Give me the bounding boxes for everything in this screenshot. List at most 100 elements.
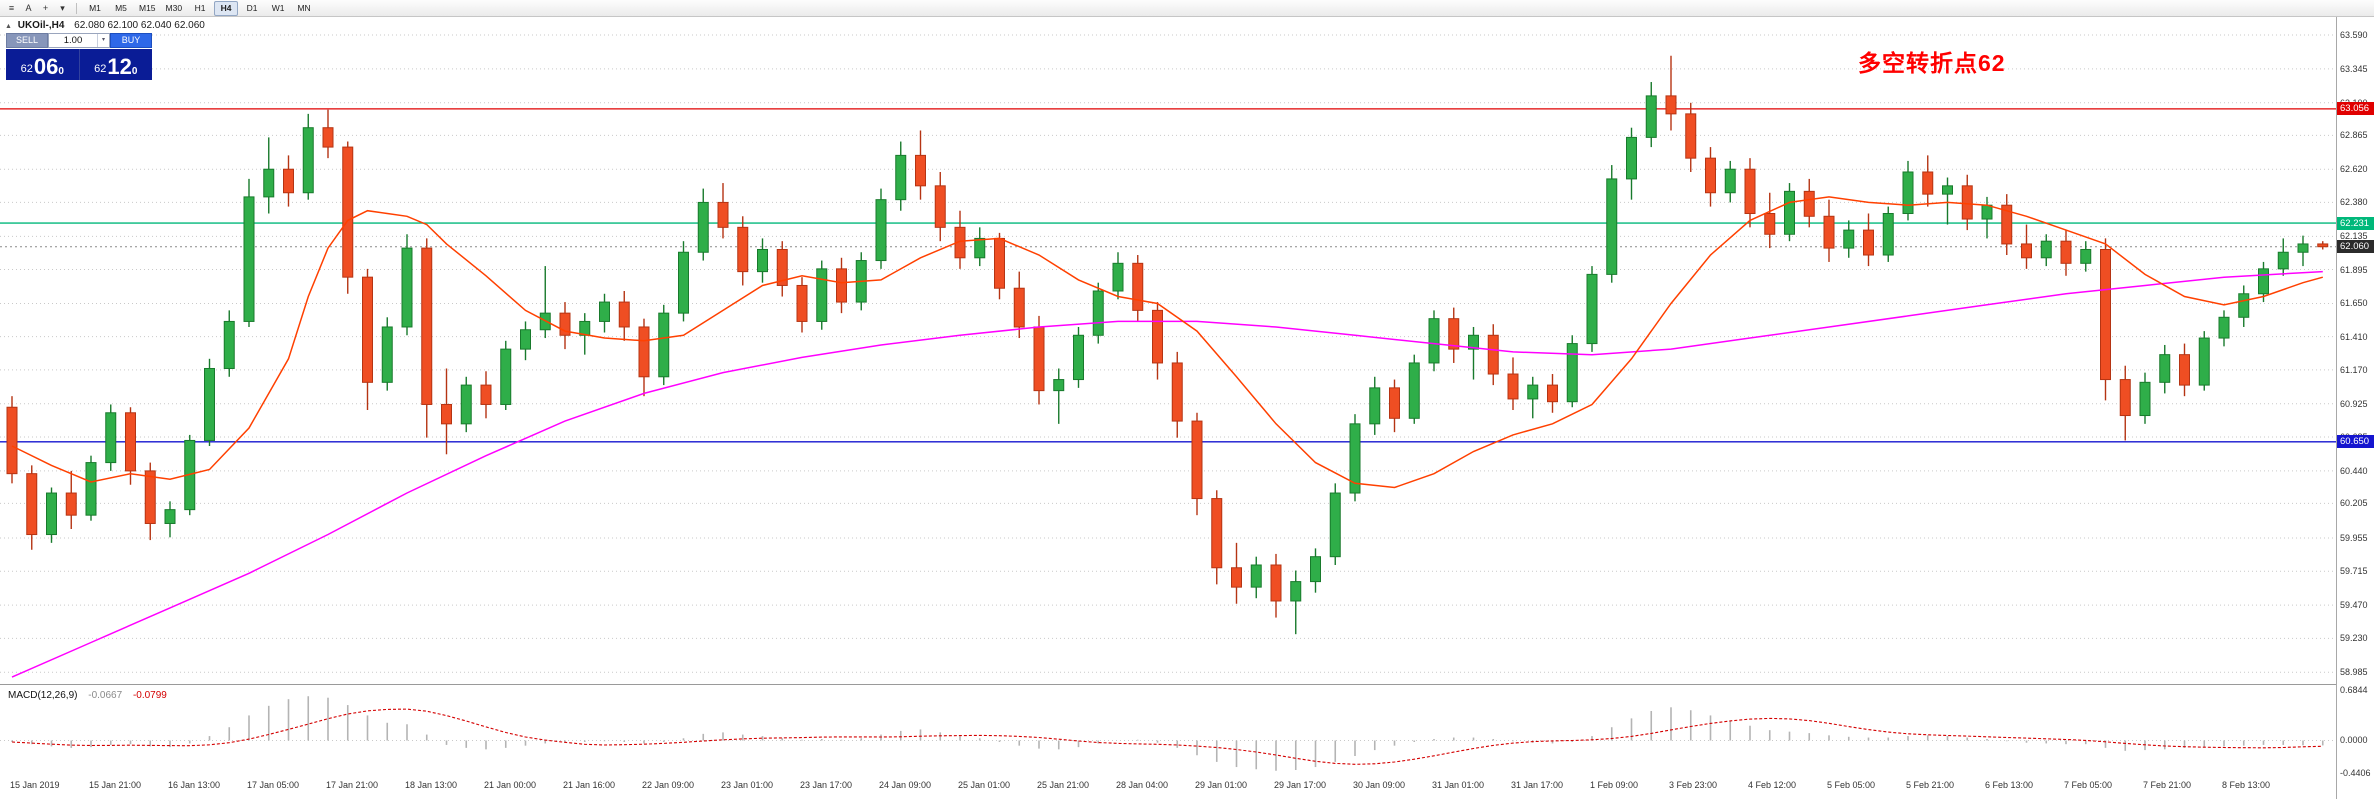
candle-body [618, 301, 630, 328]
candle-body [342, 146, 354, 278]
candle-body [1448, 318, 1460, 350]
price-axis[interactable]: 63.59063.34563.10062.86562.62062.38062.1… [2336, 17, 2374, 799]
candle-body [1863, 229, 1874, 256]
time-axis-label: 18 Jan 13:00 [405, 780, 458, 790]
price-tag: 62.060 [2337, 240, 2374, 254]
candle-body [1092, 290, 1104, 336]
timeframe-button-m1[interactable]: M1 [89, 2, 101, 13]
time-axis-label: 24 Jan 09:00 [879, 780, 932, 790]
time-axis-label: 5 Feb 05:00 [1827, 780, 1876, 790]
candle-body [2119, 379, 2131, 417]
crosshair-tool-icon[interactable]: + [42, 2, 49, 13]
price-axis-label: 60.925 [2340, 398, 2368, 409]
candle-body [1112, 262, 1124, 292]
candle-body [1665, 95, 1677, 115]
candle-body [875, 199, 887, 262]
candle-body [1428, 318, 1440, 364]
time-axis-label: 25 Jan 21:00 [1037, 780, 1090, 790]
time-axis-label: 15 Jan 21:00 [89, 780, 142, 790]
timeframe-button-m15[interactable]: M15 [139, 2, 156, 13]
candle-body [480, 384, 492, 405]
candle-body [2040, 240, 2052, 259]
time-axis-label: 3 Feb 23:00 [1669, 780, 1718, 790]
candle-body [1250, 564, 1262, 588]
timeframe-button-m5[interactable]: M5 [115, 2, 127, 13]
time-axis[interactable]: 15 Jan 2019 15 Jan 21:00 16 Jan 13:00 17 Ja… [0, 776, 2336, 799]
candle-body [1645, 95, 1657, 138]
candle-body [1803, 190, 1815, 217]
candle-body [697, 201, 709, 253]
candle-body [2001, 204, 2013, 245]
volume-dropdown-arrow-icon[interactable]: ▾ [97, 34, 109, 47]
chevron-down-icon[interactable]: ▾ [60, 2, 65, 13]
toolbar-separator [76, 2, 77, 14]
time-axis-label: 17 Jan 21:00 [326, 780, 379, 790]
one-click-collapse-icon[interactable]: ▲ [5, 23, 12, 30]
candle-body [105, 412, 117, 464]
candle-body [1685, 113, 1697, 159]
candle-body [1942, 185, 1953, 195]
candle-body [994, 237, 1005, 289]
ohlc-values: 62.080 62.100 62.040 62.060 [74, 20, 205, 31]
candle-body [638, 326, 650, 378]
candle-body [1882, 213, 1894, 256]
candle-body [2198, 337, 2210, 386]
candle-body [1231, 567, 1242, 588]
candle-body [1784, 190, 1795, 235]
candle-body [2100, 248, 2111, 381]
volume-value[interactable]: 1.00 [63, 35, 83, 46]
candle-body [1744, 168, 1756, 215]
time-axis-label: 25 Jan 01:00 [958, 780, 1011, 790]
time-axis-label: 8 Feb 13:00 [2222, 780, 2271, 790]
one-click-trading-panel: SELL 1.00 ▾ BUY 62 06 0 62 12 0 [6, 33, 152, 80]
candle-body [559, 312, 571, 336]
candle-body [678, 251, 689, 314]
candle-body [1566, 343, 1578, 403]
sell-price-display[interactable]: 62 06 0 [6, 49, 79, 80]
candle-body [1369, 387, 1381, 425]
buy-price-big-digits: 12 [107, 54, 132, 79]
buy-price-figure: 62 [94, 63, 107, 75]
candle-body [2159, 354, 2171, 383]
price-axis-label: 62.865 [2340, 130, 2368, 141]
candle-body [1191, 420, 1203, 500]
candle-body [421, 247, 433, 405]
price-axis-label: 63.590 [2340, 29, 2368, 40]
timeframe-button-mn[interactable]: MN [297, 2, 311, 13]
price-axis-label: 61.895 [2340, 264, 2368, 275]
pointer-tool-icon[interactable]: A [25, 2, 32, 13]
timeframe-button-h4[interactable]: H4 [214, 0, 239, 16]
macd-indicator-label: MACD(12,26,9) -0.0667 -0.0799 [8, 690, 167, 701]
candle-body [322, 127, 334, 148]
candle-body [816, 268, 828, 322]
timeframe-button-m30[interactable]: M30 [165, 2, 183, 13]
volume-input[interactable]: 1.00 ▾ [48, 33, 110, 48]
price-axis-label: 59.470 [2340, 600, 2368, 611]
candle-body [1013, 287, 1025, 328]
candle-body [26, 473, 38, 536]
timeframe-button-d1[interactable]: D1 [246, 2, 258, 13]
candle-body [1053, 379, 1065, 392]
candle-body [836, 268, 847, 303]
price-tag: 63.056 [2337, 102, 2374, 116]
buy-button[interactable]: BUY [110, 33, 152, 48]
candle-body [1408, 362, 1420, 419]
sell-price-figure: 62 [20, 63, 33, 75]
price-tag: 62.231 [2337, 216, 2374, 230]
timeframe-button-w1[interactable]: W1 [271, 2, 285, 13]
buy-price-display[interactable]: 62 12 0 [78, 49, 153, 80]
price-axis-label: 60.440 [2340, 465, 2368, 476]
time-axis-label: 31 Jan 17:00 [1511, 780, 1564, 790]
time-axis-label: 6 Feb 13:00 [1985, 780, 2034, 790]
candle-body [2277, 251, 2289, 270]
candle-body [2238, 293, 2250, 318]
time-axis-label: 31 Jan 01:00 [1432, 780, 1485, 790]
menu-icon[interactable]: ≡ [8, 2, 15, 13]
pane-splitter[interactable] [0, 684, 2336, 688]
candle-body [1270, 564, 1282, 602]
chart-text-annotation[interactable]: 多空转折点62 [1858, 50, 2006, 76]
timeframe-button-h1[interactable]: H1 [194, 2, 206, 13]
candle-body [381, 326, 393, 383]
sell-button[interactable]: SELL [6, 33, 48, 48]
